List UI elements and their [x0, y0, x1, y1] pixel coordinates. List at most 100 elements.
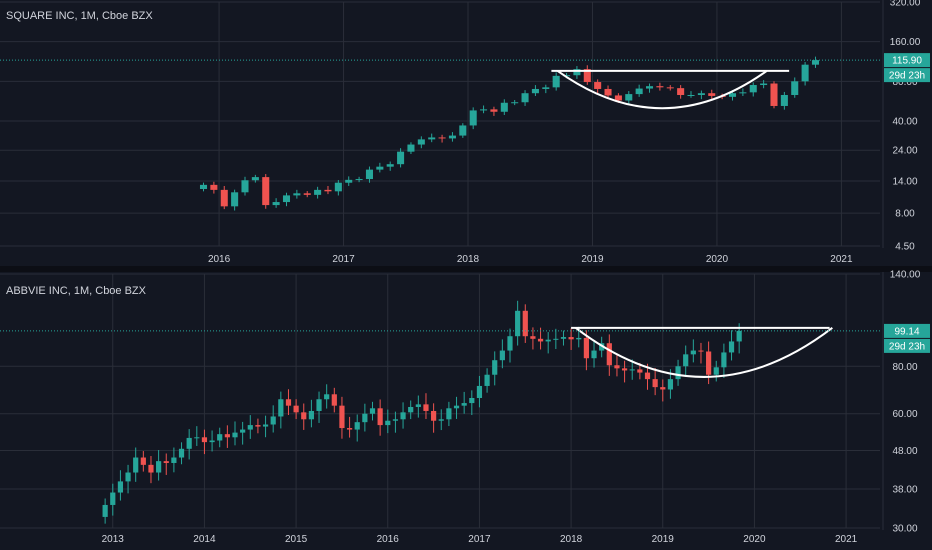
candle: [599, 336, 605, 358]
candle: [415, 395, 421, 418]
candle: [224, 425, 230, 448]
candle: [522, 304, 528, 343]
candle: [163, 453, 169, 475]
y-tick-label: 160.00: [890, 37, 921, 48]
candle: [201, 429, 208, 455]
y-tick-label: 80.00: [892, 362, 917, 373]
candle: [369, 401, 376, 421]
candle: [209, 430, 215, 452]
x-tick-label: 2016: [377, 534, 400, 545]
candle: [728, 330, 735, 361]
candle: [811, 56, 820, 68]
x-tick-label: 2021: [830, 254, 853, 265]
y-tick-label: 8.00: [895, 209, 915, 220]
candle: [499, 339, 505, 369]
candle: [117, 470, 124, 501]
candle: [392, 411, 399, 433]
candle: [801, 62, 809, 86]
candle: [448, 132, 456, 142]
x-tick-label: 2018: [457, 254, 480, 265]
candle: [780, 91, 788, 110]
candle: [583, 65, 591, 85]
x-tick-label: 2019: [652, 534, 675, 545]
candle: [316, 391, 322, 423]
candle: [251, 174, 259, 183]
candle: [604, 85, 612, 99]
candle: [407, 142, 415, 154]
candle: [531, 85, 539, 96]
candle: [255, 418, 261, 434]
candle: [339, 396, 345, 439]
candle: [511, 100, 519, 106]
grid-lines: [0, 273, 880, 529]
candle: [652, 367, 658, 396]
x-tick-label: 2021: [835, 534, 858, 545]
y-tick-label: 4.50: [895, 242, 915, 253]
candle: [171, 447, 177, 473]
candle: [690, 339, 696, 363]
candle: [240, 421, 246, 445]
candle: [285, 389, 292, 415]
candles: [102, 300, 742, 524]
cup-curve: [575, 327, 833, 378]
candle: [573, 66, 581, 79]
pane-abbvie[interactable]: 140.00 80.00 60.00 48.00 38.00 30.00 2013 2014…: [0, 270, 930, 546]
x-tick-label: 2014: [193, 534, 216, 545]
candle: [666, 85, 674, 91]
candle: [645, 83, 654, 93]
x-tick-label: 2019: [581, 254, 604, 265]
candle: [545, 332, 551, 354]
candle: [553, 328, 559, 350]
candle: [293, 189, 301, 199]
y-tick-label: 40.00: [892, 116, 917, 127]
candle: [698, 342, 704, 364]
pane-square[interactable]: 320.00 160.00 80.00 40.00 24.00 14.00 8.00 4.50…: [0, 0, 930, 265]
candle: [708, 89, 716, 100]
candle: [423, 393, 429, 420]
candle: [614, 354, 620, 377]
candle: [542, 84, 550, 94]
y-tick-label: 80.00: [892, 77, 917, 88]
candle: [770, 81, 778, 109]
x-tick-label: 2017: [468, 534, 491, 545]
candle: [133, 447, 139, 482]
candle: [515, 300, 521, 346]
last-price-label: 99.14: [894, 326, 919, 337]
candle: [377, 399, 383, 436]
last-price-label: 115.90: [892, 56, 922, 67]
candle: [428, 133, 436, 143]
candle: [484, 368, 490, 393]
candle: [220, 186, 228, 210]
candle: [270, 405, 276, 433]
candle: [438, 134, 446, 143]
candle: [303, 191, 311, 198]
candle: [677, 85, 685, 99]
candle: [660, 379, 666, 402]
candle: [355, 176, 363, 183]
candle: [760, 80, 768, 89]
price-axis: 140.00 80.00 60.00 48.00 38.00 30.00: [882, 270, 921, 535]
countdown-badge: 29d 23h: [884, 338, 930, 353]
candle: [301, 403, 307, 430]
candle: [262, 174, 270, 209]
candle: [334, 180, 342, 196]
candle: [476, 375, 483, 408]
candle: [365, 166, 373, 183]
chart-title: SQUARE INC, 1M, Cboe BZX: [6, 10, 153, 22]
candle: [331, 387, 337, 413]
candle: [453, 396, 460, 419]
candle: [140, 451, 146, 472]
time-axis: 2013 2014 2015 2016 2017 2018 2019 2020 2021: [102, 534, 858, 545]
candle: [345, 176, 353, 186]
candle: [552, 72, 560, 91]
x-tick-label: 2018: [560, 534, 583, 545]
candle: [675, 359, 681, 386]
candle: [217, 427, 223, 448]
candle: [102, 498, 108, 524]
candle: [278, 391, 284, 429]
candle: [362, 403, 368, 432]
candle: [629, 359, 635, 380]
candle: [282, 192, 291, 207]
candle: [606, 334, 612, 376]
candle: [231, 189, 239, 211]
